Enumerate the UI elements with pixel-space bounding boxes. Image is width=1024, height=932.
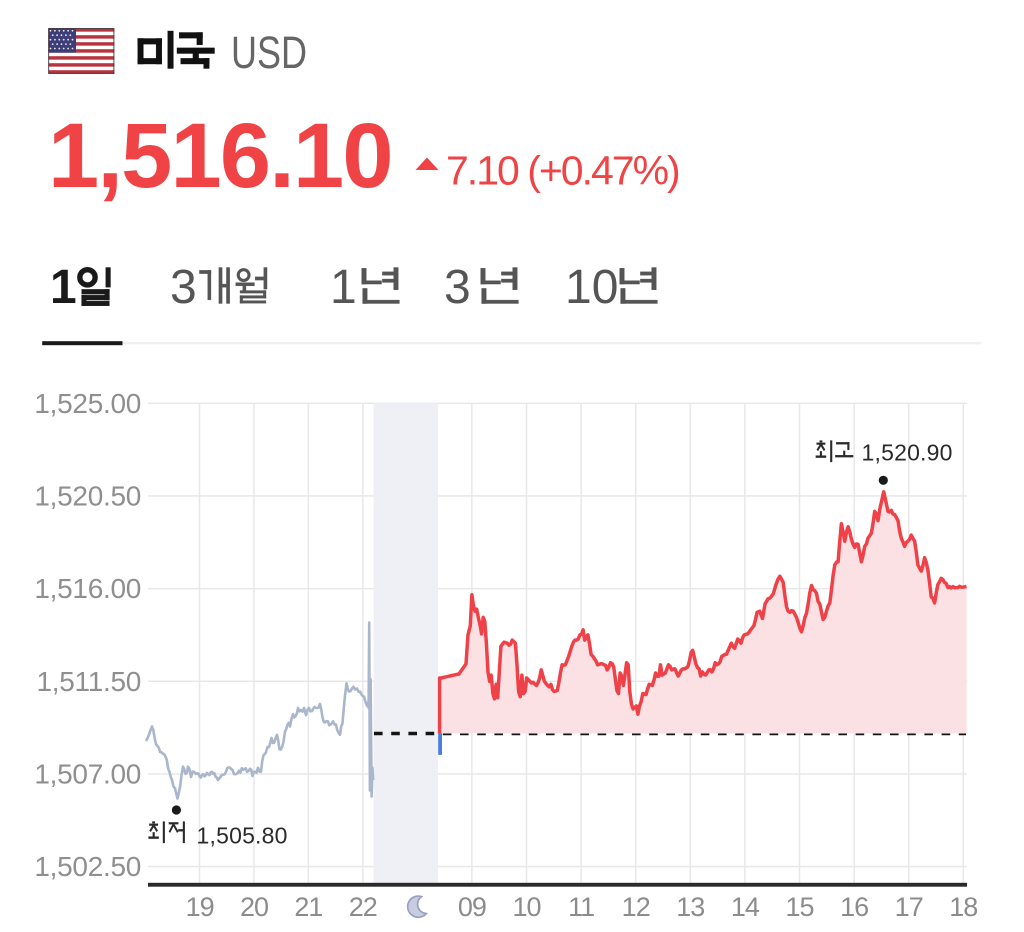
svg-text:1: 1: [330, 261, 357, 314]
svg-text:13: 13: [676, 892, 704, 922]
svg-text:11: 11: [568, 892, 594, 922]
svg-text:17: 17: [895, 892, 923, 922]
svg-text:21: 21: [294, 892, 322, 922]
svg-text:1: 1: [50, 261, 77, 314]
svg-text:14: 14: [731, 892, 760, 922]
svg-text:1,516.10: 1,516.10: [48, 105, 392, 207]
svg-text:22: 22: [349, 892, 377, 922]
svg-text:1,511.50: 1,511.50: [36, 666, 141, 697]
svg-text:1,520.90: 1,520.90: [862, 440, 953, 466]
svg-text:16: 16: [840, 892, 868, 922]
svg-text:10: 10: [512, 892, 540, 922]
svg-text:7.10 (+0.47%): 7.10 (+0.47%): [446, 148, 679, 194]
svg-text:1,525.00: 1,525.00: [34, 388, 141, 419]
svg-text:20: 20: [240, 892, 268, 922]
svg-text:19: 19: [186, 892, 214, 922]
svg-text:09: 09: [458, 892, 486, 922]
svg-text:18: 18: [949, 892, 977, 922]
svg-text:3: 3: [170, 261, 197, 314]
svg-text:10: 10: [565, 261, 618, 314]
svg-text:1,516.00: 1,516.00: [34, 573, 141, 604]
svg-text:15: 15: [785, 892, 813, 922]
svg-text:USD: USD: [231, 27, 307, 78]
svg-text:1,502.50: 1,502.50: [34, 851, 141, 882]
svg-text:1,520.50: 1,520.50: [34, 481, 141, 512]
svg-text:1,507.00: 1,507.00: [34, 758, 141, 789]
svg-text:1,505.80: 1,505.80: [197, 823, 288, 849]
svg-text:3: 3: [444, 261, 471, 314]
svg-text:12: 12: [622, 892, 650, 922]
